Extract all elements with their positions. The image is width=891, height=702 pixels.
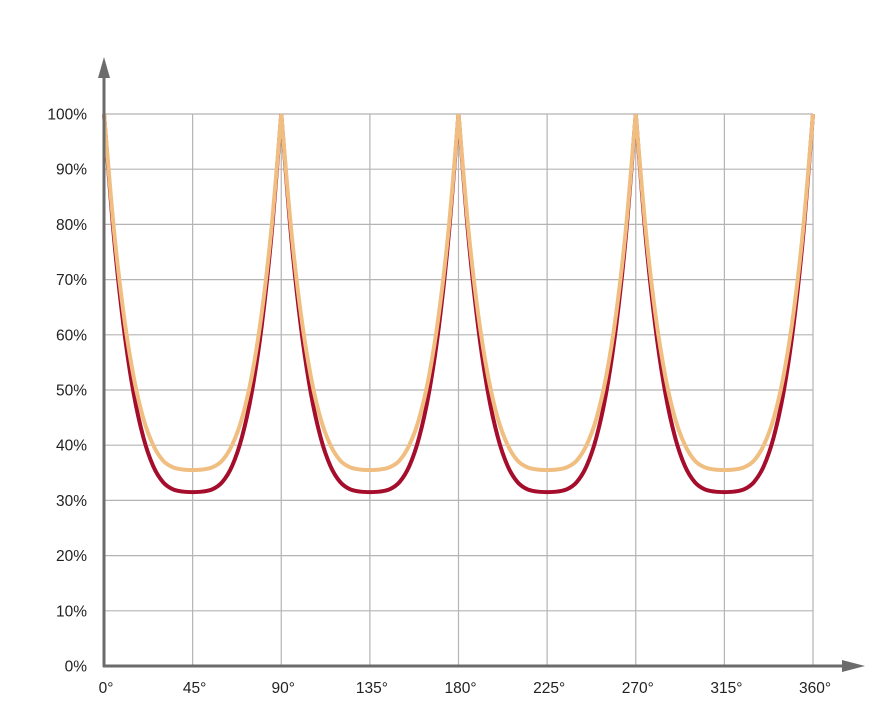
x-tick-label: 135° (356, 680, 388, 697)
y-tick-label: 50% (56, 383, 87, 400)
series-line-1 (102, 113, 815, 473)
y-tick-labels: 0% 10% 20% 30% 40% 50% 60% 70% 80% 90% 100% (47, 107, 87, 676)
y-tick-label: 0% (65, 659, 88, 676)
x-tick-labels: 0° 45° 90° 135° 180° 225° 270° 315° 360° (99, 680, 831, 697)
y-tick-label: 60% (56, 327, 87, 344)
x-tick-label: 0° (99, 680, 114, 697)
y-tick-label: 10% (56, 603, 87, 620)
y-tick-label: 20% (56, 548, 87, 565)
series-line-0 (102, 113, 815, 495)
y-axis-arrow-icon (98, 57, 110, 78)
y-tick-label: 70% (56, 272, 87, 289)
series-group (102, 113, 815, 495)
x-tick-label: 360° (799, 680, 831, 697)
x-tick-label: 180° (444, 680, 476, 697)
x-tick-label: 270° (622, 680, 654, 697)
y-tick-label: 30% (56, 493, 87, 510)
y-tick-label: 100% (47, 107, 87, 124)
x-tick-label: 315° (710, 680, 742, 697)
y-tick-label: 80% (56, 217, 87, 234)
y-tick-label: 90% (56, 162, 87, 179)
grid (104, 113, 814, 666)
x-tick-label: 90° (272, 680, 295, 697)
x-tick-label: 225° (533, 680, 565, 697)
x-axis-arrow-icon (842, 660, 865, 672)
x-tick-label: 45° (183, 680, 206, 697)
y-tick-label: 40% (56, 438, 87, 455)
axes (98, 57, 865, 672)
